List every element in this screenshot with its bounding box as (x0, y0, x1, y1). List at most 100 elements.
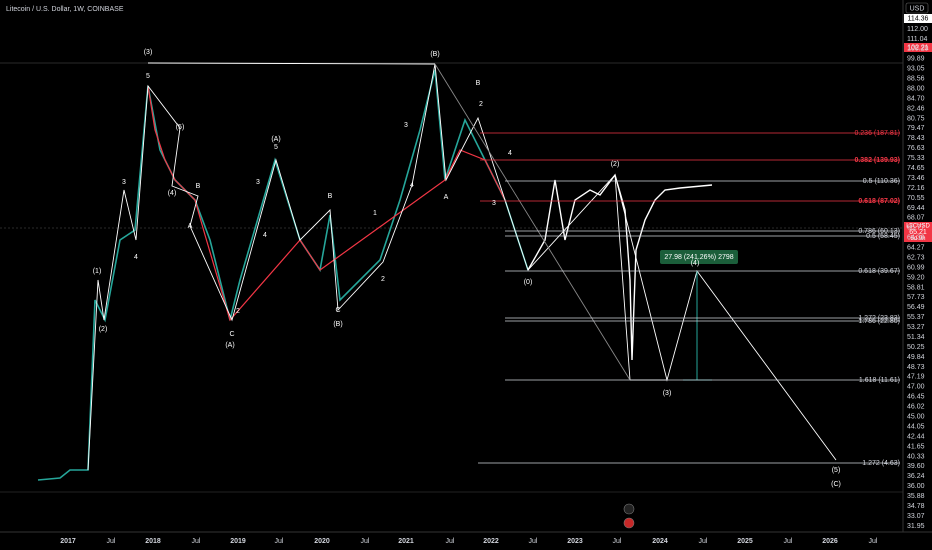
wave-label: 4 (508, 150, 512, 157)
chart-title: Litecoin / U.S. Dollar, 1W, COINBASE (6, 6, 124, 13)
time-label: Jul (446, 538, 455, 545)
price-label: 69.44 (907, 205, 925, 212)
price-label: 47.00 (907, 384, 925, 391)
wave-label: (4) (168, 190, 177, 197)
price-label: 100.20 (907, 46, 929, 53)
wave-label: B (328, 193, 333, 200)
price-label: 31.95 (907, 523, 925, 530)
price-label: 36.24 (907, 473, 925, 480)
wave-label: 5 (146, 73, 150, 80)
time-label: 2022 (483, 538, 499, 545)
price-label: 112.00 (907, 26, 928, 33)
measure-box (660, 250, 738, 264)
time-label: 2026 (822, 538, 838, 545)
fib-label: 0.5 (110.36) (863, 178, 900, 185)
wave-label: 2 (381, 276, 385, 283)
price-label: 48.73 (907, 364, 925, 371)
wave-label: (5) (176, 124, 185, 131)
price-label: 51.34 (907, 334, 925, 341)
price-scale (903, 0, 932, 532)
price-label: 64.30 (907, 235, 925, 242)
fib-label: 0.382 (139.93) (854, 157, 900, 164)
wave-label: 4 (410, 182, 414, 189)
wave-label: 5 (274, 144, 278, 151)
time-label: 2020 (314, 538, 330, 545)
event-icon[interactable] (623, 517, 635, 529)
wave-label: C (335, 307, 340, 314)
currency-button[interactable] (905, 2, 929, 14)
wave-label: (A) (271, 136, 280, 143)
wave-label: (A) (225, 342, 234, 349)
marker-badge (904, 43, 932, 52)
fib-label: 0.236 (187.81) (854, 130, 900, 137)
price-label: 70.55 (907, 195, 925, 202)
price-label: 58.81 (907, 284, 925, 291)
currency[interactable]: USD (910, 5, 925, 12)
price-label: 50.25 (907, 344, 925, 351)
price-label: 76.63 (907, 145, 925, 152)
wave-label: 3 (256, 179, 260, 186)
price-label: 34.78 (907, 503, 925, 510)
time-label: Jul (361, 538, 370, 545)
high-price: 114.36 (908, 15, 929, 22)
time-label: 2019 (230, 538, 246, 545)
wave-label: (1) (93, 268, 102, 275)
fib-label: 0.5 (58.45) (866, 233, 900, 240)
price-label: 46.45 (907, 394, 925, 401)
measure-label: 27.98 (241.26%) 2798 (664, 254, 733, 261)
time-label: 2024 (652, 538, 668, 545)
time-label: Jul (529, 538, 538, 545)
price-label: 60.99 (907, 264, 925, 271)
price-label: 93.05 (907, 66, 925, 73)
price-path (37, 69, 529, 481)
wave-label: (B) (430, 51, 439, 58)
wave-label: A (444, 194, 449, 201)
price-label: 78.43 (907, 135, 925, 142)
last-price: 65.21 (909, 229, 927, 236)
price-label: 55.37 (907, 314, 925, 321)
price-label: 45.00 (907, 414, 925, 421)
wave-label: C (229, 331, 234, 338)
price-label: 64.27 (907, 245, 925, 252)
high-badge (904, 14, 932, 23)
wave-label: 1 (373, 210, 377, 217)
last-badge (904, 222, 932, 242)
price-label: 73.46 (907, 175, 925, 182)
price-label: 40.33 (907, 453, 925, 460)
time-label: Jul (869, 538, 878, 545)
wave-label: 2 (479, 101, 483, 108)
price-label: 74.65 (907, 165, 925, 172)
price-label: 39.60 (907, 463, 925, 470)
price-label: 42.44 (907, 433, 925, 440)
fib-label: 1.272 (23.83) (858, 315, 900, 322)
fib-label: 1.618 (11.61) (859, 377, 900, 384)
price-label: 80.75 (907, 115, 925, 122)
time-label: Jul (784, 538, 793, 545)
fib-label: 0.618 (87.02) (858, 198, 900, 205)
time-label: 2017 (60, 538, 76, 545)
price-label: 36.00 (907, 483, 925, 490)
wave-label: 3 (492, 200, 496, 207)
time-label: 2025 (737, 538, 753, 545)
projection-path (527, 173, 713, 361)
price-label: 79.47 (907, 125, 925, 132)
countdown: 5d 9h (910, 236, 925, 242)
price-label: 44.05 (907, 423, 925, 430)
wave-label: 4 (134, 254, 138, 261)
wave-label: 3 (122, 179, 126, 186)
price-label: 41.65 (907, 443, 925, 450)
price-label: 111.04 (907, 36, 927, 43)
wave-label: (3) (663, 390, 672, 397)
wave-label: 4 (263, 232, 267, 239)
event-icon[interactable] (623, 503, 635, 515)
price-label: 56.49 (907, 304, 925, 311)
price-label: 66.77 (907, 225, 925, 232)
price-label: 47.19 (907, 374, 925, 381)
price-label: 88.00 (907, 85, 925, 92)
price-label: 88.56 (907, 76, 925, 83)
price-label: 99.89 (907, 56, 925, 63)
wave-label: (B) (333, 321, 342, 328)
price-label: 59.20 (907, 274, 925, 281)
fib-label: 1.272 (4.63) (862, 460, 900, 467)
